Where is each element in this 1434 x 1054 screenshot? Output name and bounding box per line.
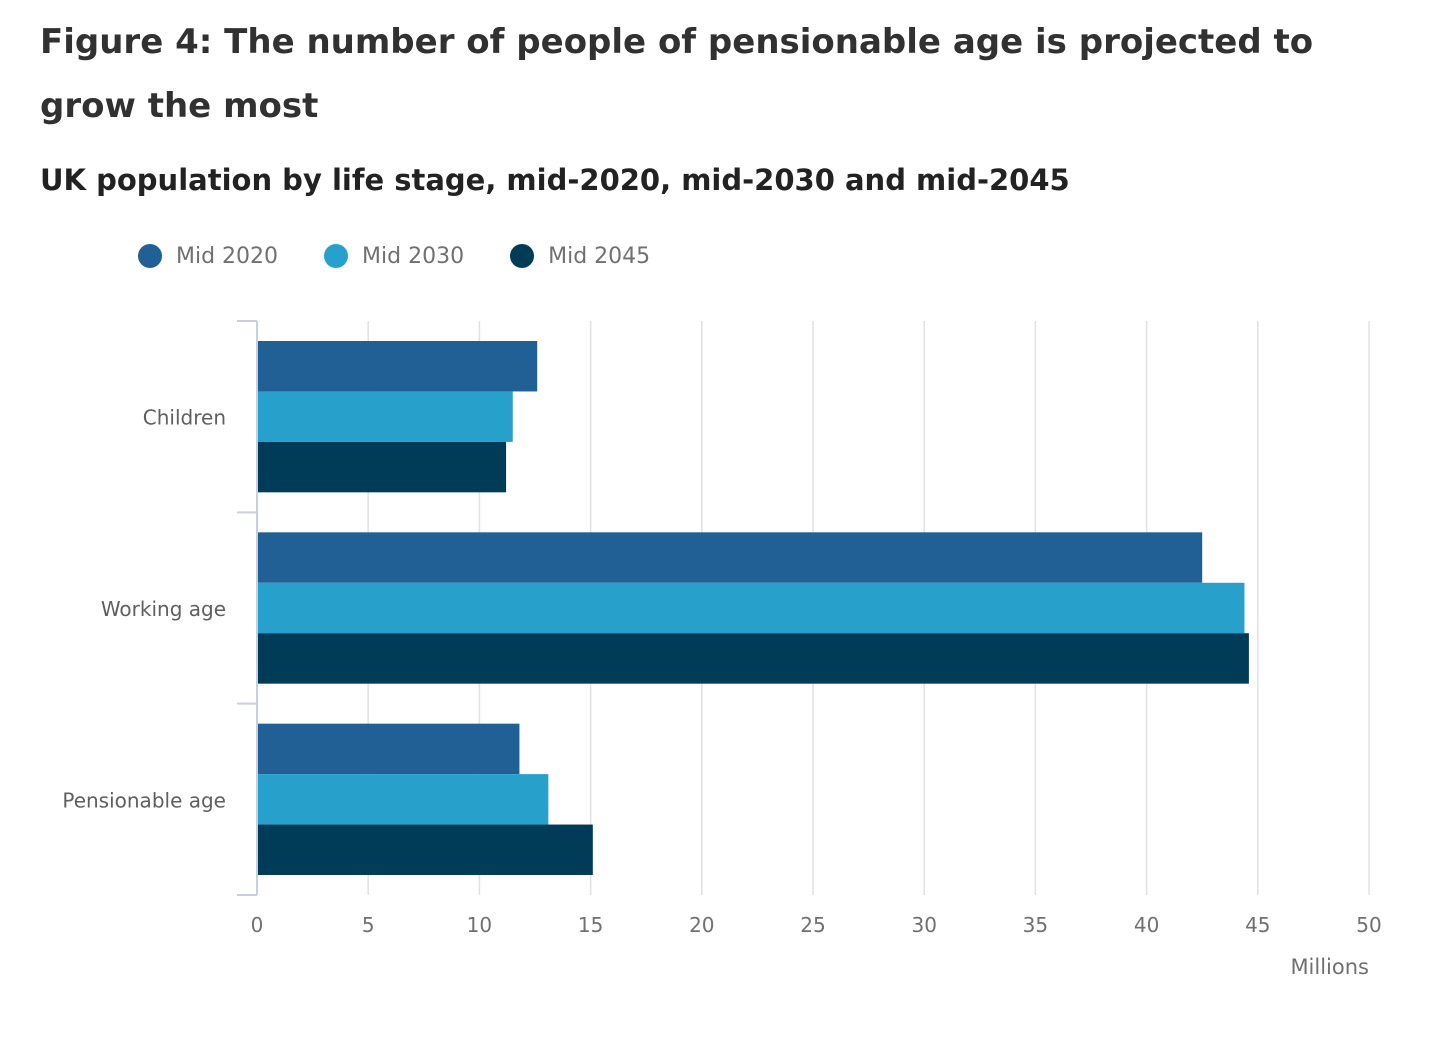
category-label-children: Children [143,406,226,430]
bar-pensionable-age-mid-2030 [257,774,549,825]
bar-pensionable-age-mid-2045 [257,824,593,875]
legend-item-mid-2045: Mid 2045 [510,244,650,269]
legend-label-mid-2030: Mid 2030 [362,243,465,269]
x-tick-label-35: 35 [1023,913,1048,937]
legend-swatch-mid-2020 [138,244,162,268]
x-tick-label-30: 30 [911,913,936,937]
x-tick-label-45: 45 [1245,913,1270,937]
bar-working-age-mid-2020 [257,532,1203,583]
x-tick-label-50: 50 [1356,913,1381,937]
x-tick-label-0: 0 [251,913,264,937]
x-tick-label-15: 15 [578,913,603,937]
x-tick-label-25: 25 [800,913,825,937]
bar-pensionable-age-mid-2020 [257,723,520,775]
x-tick-label-20: 20 [689,913,714,937]
legend-label-mid-2020: Mid 2020 [176,243,279,269]
legend-item-mid-2030: Mid 2030 [324,244,464,269]
x-tick-label-40: 40 [1134,913,1159,937]
chart-subtitle: UK population by life stage, mid-2020, m… [40,163,1070,197]
legend-label-mid-2045: Mid 2045 [548,243,651,269]
x-tick-label-5: 5 [362,913,375,937]
bar-children-mid-2045 [257,441,507,493]
legend-swatch-mid-2030 [324,244,349,268]
chart-legend: Mid 2020 Mid 2030 Mid 2045 [138,238,696,274]
bar-children-mid-2030 [257,391,513,442]
category-label-pensionable-age: Pensionable age [62,788,226,812]
x-axis-title: Millions [1290,955,1369,979]
x-tick-label-10: 10 [467,913,492,937]
legend-item-mid-2020: Mid 2020 [138,244,278,269]
chart-title: Figure 4: The number of people of pensio… [40,22,1314,126]
legend-swatch-mid-2045 [510,244,535,268]
bar-working-age-mid-2045 [257,633,1249,684]
category-label-working-age: Working age [101,597,226,621]
bar-children-mid-2020 [257,341,538,392]
bar-working-age-mid-2030 [257,582,1245,634]
